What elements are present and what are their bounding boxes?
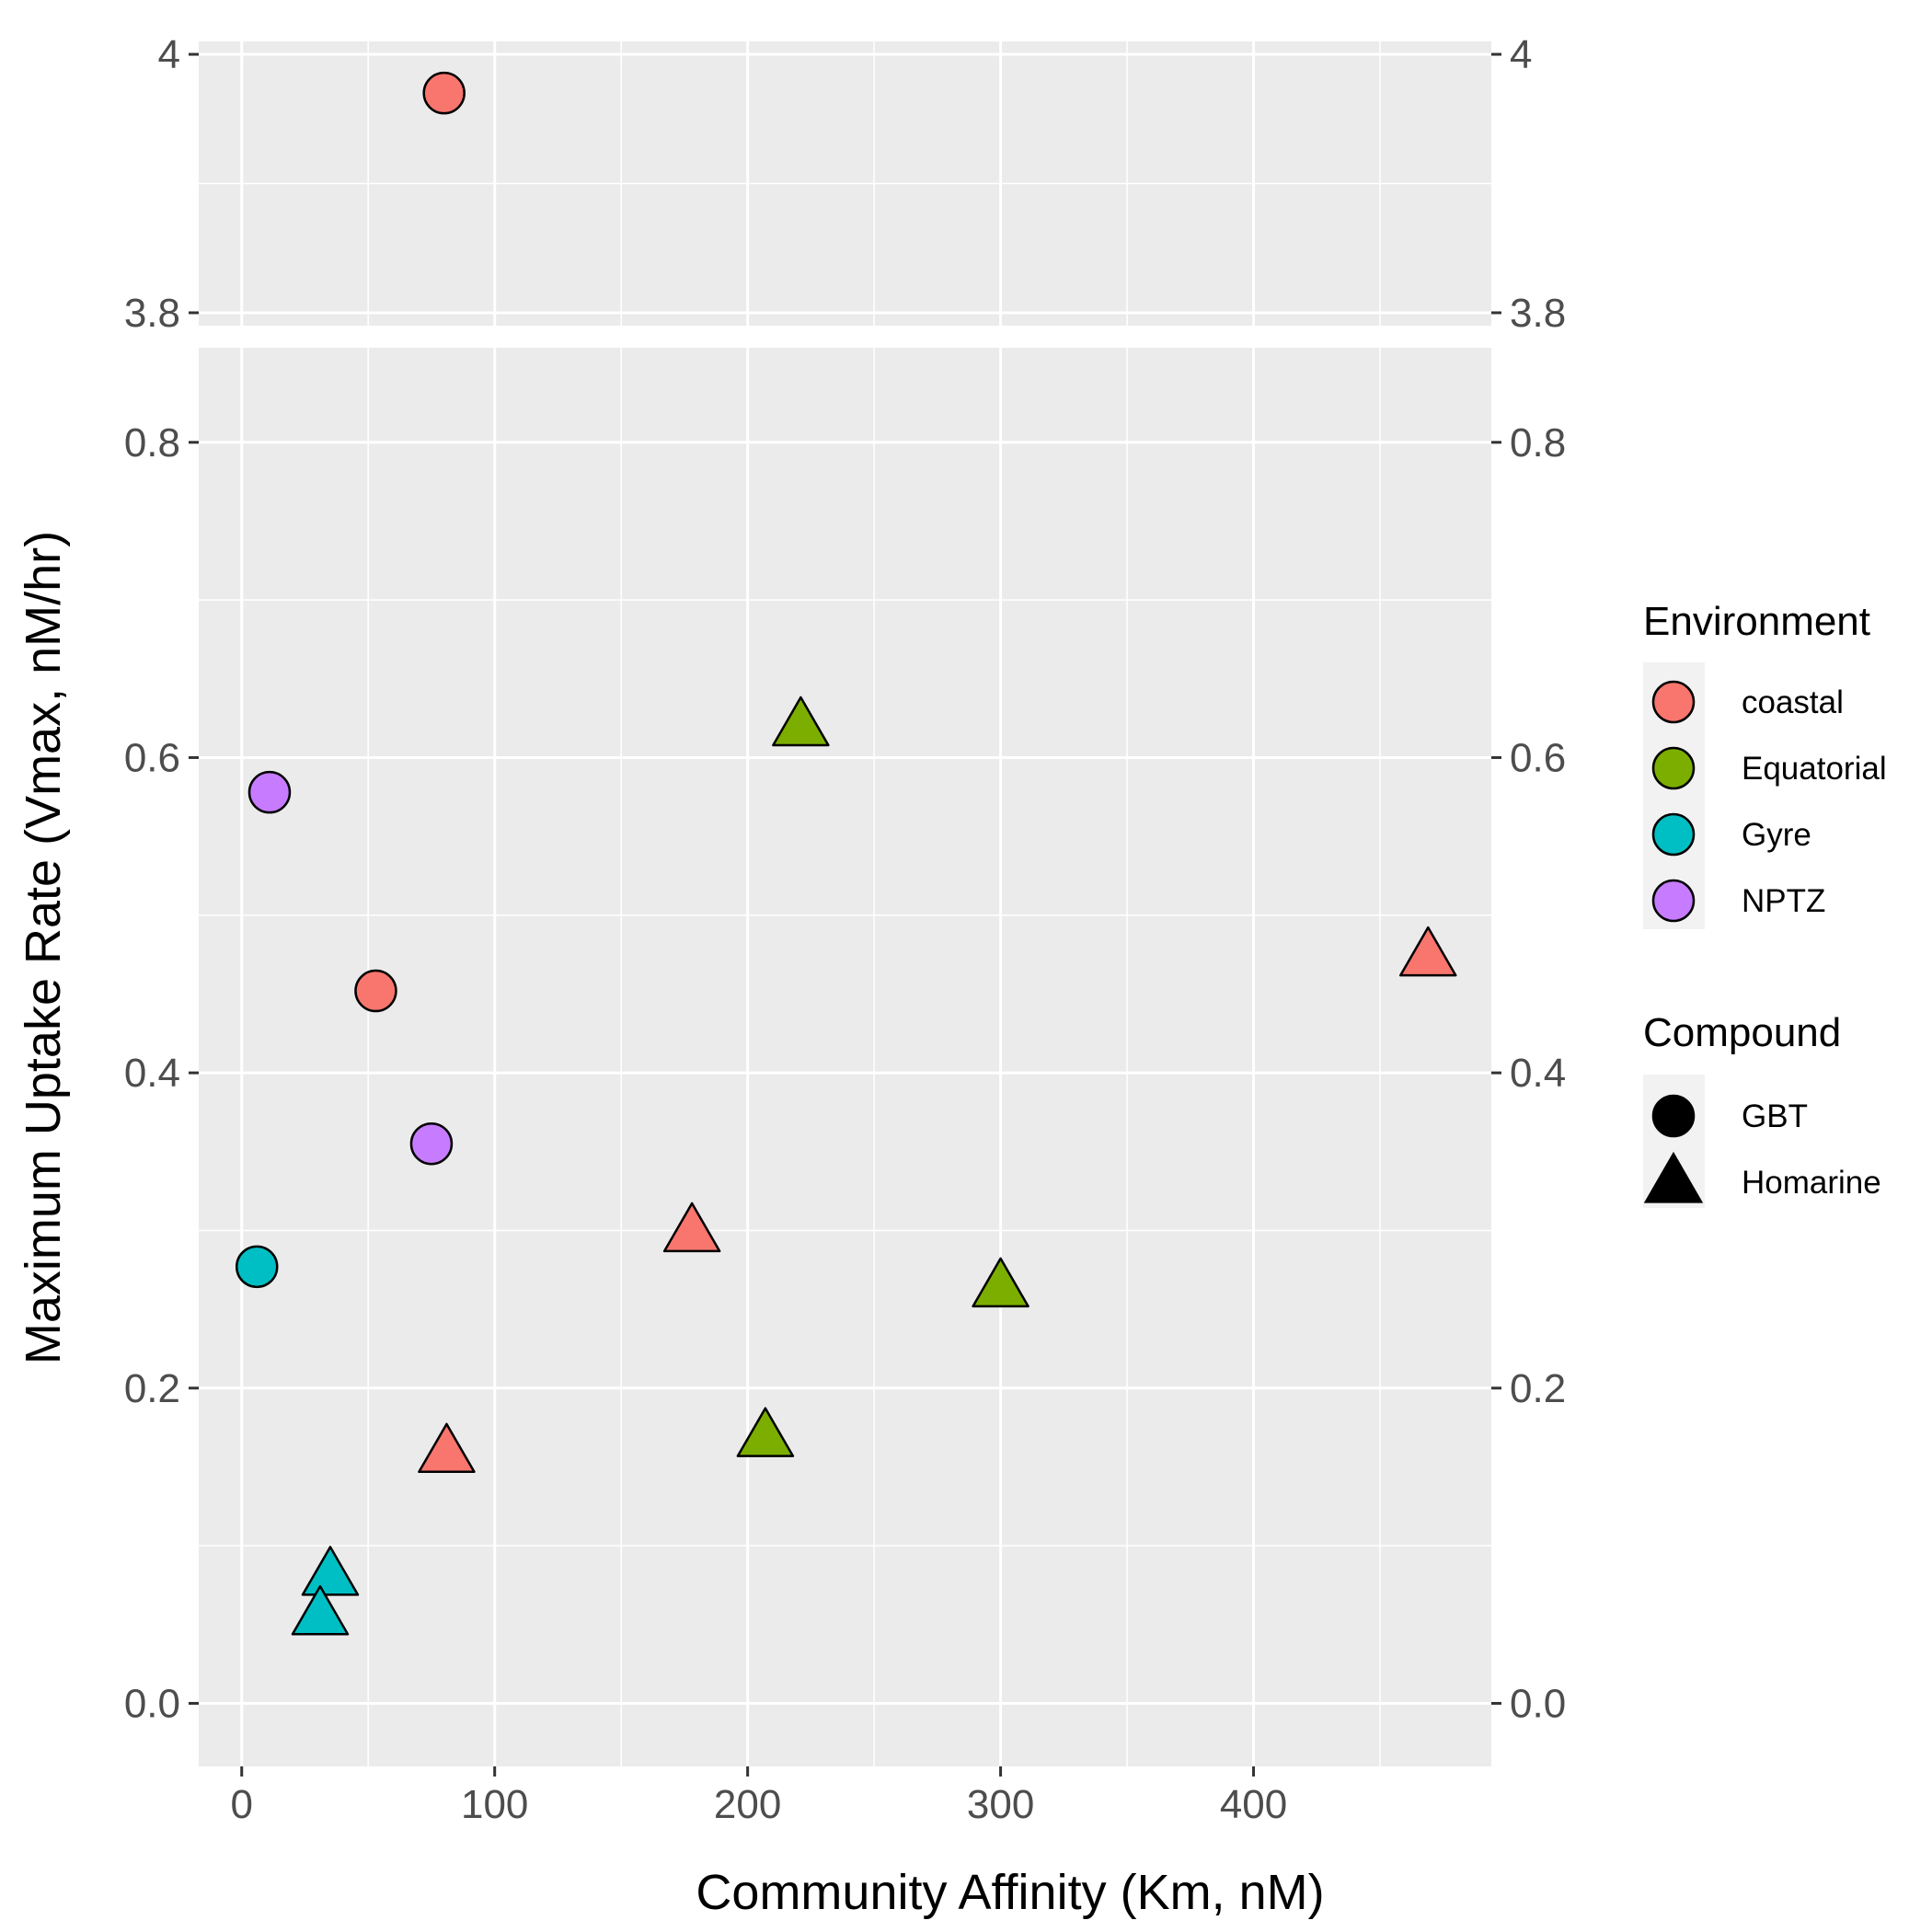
data-point-circle <box>409 1121 454 1166</box>
data-point-circle <box>422 71 466 115</box>
y-tick-label-right: 0.2 <box>1510 1366 1566 1411</box>
y-tick-label-left: 0.2 <box>124 1366 180 1411</box>
y-tick-label-right: 0.4 <box>1510 1051 1566 1096</box>
x-tick-label: 0 <box>230 1782 252 1827</box>
x-tick-label: 100 <box>461 1782 528 1827</box>
legend-key-homarine <box>1643 1151 1704 1203</box>
data-point-circle <box>247 770 292 814</box>
legend-key-gbt <box>1651 1094 1696 1138</box>
plot-panels <box>199 41 1491 1766</box>
data-point-triangle <box>662 1202 721 1253</box>
legend-label-coastal: coastal <box>1742 684 1844 720</box>
legend-label-nptz: NPTZ <box>1742 883 1825 919</box>
data-point-circle <box>235 1245 279 1289</box>
y-tick-label-right: 0.0 <box>1510 1681 1566 1726</box>
x-axis-title: Community Affinity (Km, nM) <box>696 1865 1324 1920</box>
x-tick-label: 200 <box>714 1782 781 1827</box>
y-tick-label-left: 0.4 <box>124 1051 180 1096</box>
legend-key-nptz <box>1651 879 1696 923</box>
upper-panel <box>199 41 1491 326</box>
y-tick-label-right: 0.6 <box>1510 735 1566 780</box>
y-tick-label-right: 3.8 <box>1510 291 1566 336</box>
legend-compound-title: Compound <box>1643 1010 1841 1055</box>
legend: Environment coastal Equatorial Gyre NPTZ Co… <box>1643 599 1887 1208</box>
data-point-triangle <box>772 696 830 747</box>
data-point-triangle <box>736 1407 795 1457</box>
data-point-triangle <box>1399 926 1457 977</box>
y-tick-label-left: 3.8 <box>124 291 180 336</box>
y-axis-title: Maximum Uptake Rate (Vmax, nM/hr) <box>16 531 71 1364</box>
legend-key-gyre <box>1651 812 1696 857</box>
y-tick-label-left: 0.0 <box>124 1681 180 1726</box>
data-point-triangle <box>972 1257 1029 1308</box>
legend-key-equatorial <box>1651 746 1696 790</box>
legend-environment-items: coastal Equatorial Gyre NPTZ <box>1651 680 1887 923</box>
y-tick-label-left: 4 <box>158 32 180 77</box>
x-tick-label: 400 <box>1220 1782 1287 1827</box>
x-tick-label: 300 <box>967 1782 1034 1827</box>
y-tick-label-left: 0.8 <box>124 420 180 466</box>
legend-label-gbt: GBT <box>1742 1098 1808 1134</box>
legend-label-equatorial: Equatorial <box>1742 751 1887 787</box>
data-point-triangle <box>291 1585 350 1636</box>
legend-label-homarine: Homarine <box>1742 1165 1881 1201</box>
y-tick-label-left: 0.6 <box>124 735 180 780</box>
lower-panel-background <box>199 348 1491 1766</box>
data-point-triangle <box>301 1546 360 1596</box>
y-tick-label-right: 0.8 <box>1510 420 1566 466</box>
legend-environment-title: Environment <box>1643 599 1870 644</box>
legend-key-coastal <box>1651 680 1696 724</box>
data-points <box>235 71 1457 1636</box>
lower-panel <box>199 348 1491 1766</box>
y-tick-label-right: 4 <box>1510 32 1532 77</box>
legend-label-gyre: Gyre <box>1742 817 1811 853</box>
data-point-triangle <box>418 1422 476 1474</box>
data-point-circle <box>354 969 397 1013</box>
legend-compound-items: GBT Homarine <box>1643 1094 1881 1203</box>
axis-ticks: 3.8 3.8 4 4 0.0 0.0 0.2 0.2 0.4 0.4 0.6 0.6 0.8 0.8 0 1… <box>124 32 1566 1827</box>
